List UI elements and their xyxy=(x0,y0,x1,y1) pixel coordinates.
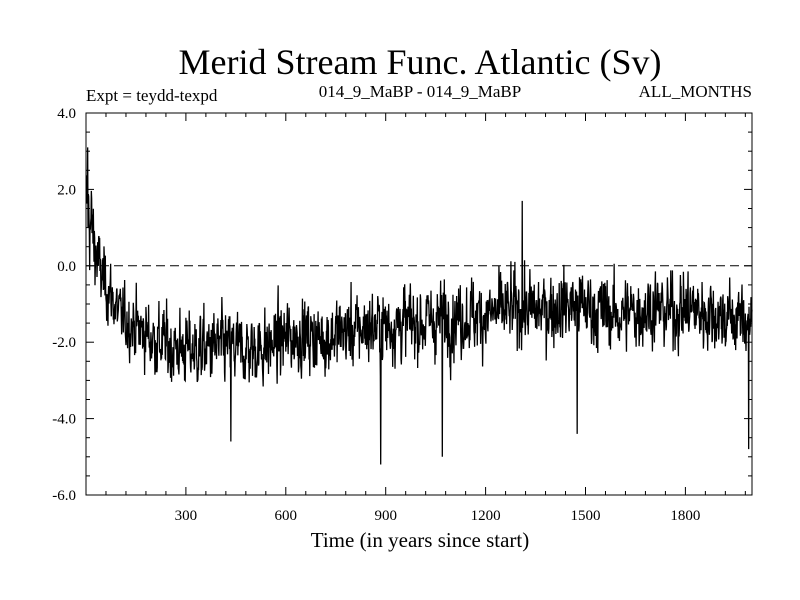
x-tick-label: 1200 xyxy=(471,508,501,524)
y-tick-label: 2.0 xyxy=(57,182,76,198)
x-tick-label: 900 xyxy=(374,508,397,524)
y-axis: 4.0 2.0 0.0 -2.0 -4.0 -6.0 xyxy=(52,106,752,504)
x-axis-label: Time (in years since start) xyxy=(311,528,530,552)
x-tick-label: 1500 xyxy=(571,508,601,524)
x-tick-label: 600 xyxy=(275,508,298,524)
y-tick-label: -6.0 xyxy=(52,488,76,504)
subtitle-experiment: Expt = teydd-texpd xyxy=(86,86,218,105)
y-tick-label: -2.0 xyxy=(52,335,76,351)
y-tick-label: 4.0 xyxy=(57,106,76,122)
chart-title: Merid Stream Func. Atlantic (Sv) xyxy=(179,42,662,82)
x-tick-label: 300 xyxy=(175,508,198,524)
y-tick-label: 0.0 xyxy=(57,259,76,275)
subtitle-months: ALL_MONTHS xyxy=(639,82,752,101)
x-axis: 300 600 900 1200 1500 1800 xyxy=(105,113,746,524)
subtitle-period: 014_9_MaBP - 014_9_MaBP xyxy=(319,82,521,101)
y-tick-label: -4.0 xyxy=(52,412,76,428)
series-line xyxy=(85,147,753,465)
plot-frame xyxy=(85,112,753,496)
x-tick-label: 1800 xyxy=(670,508,700,524)
